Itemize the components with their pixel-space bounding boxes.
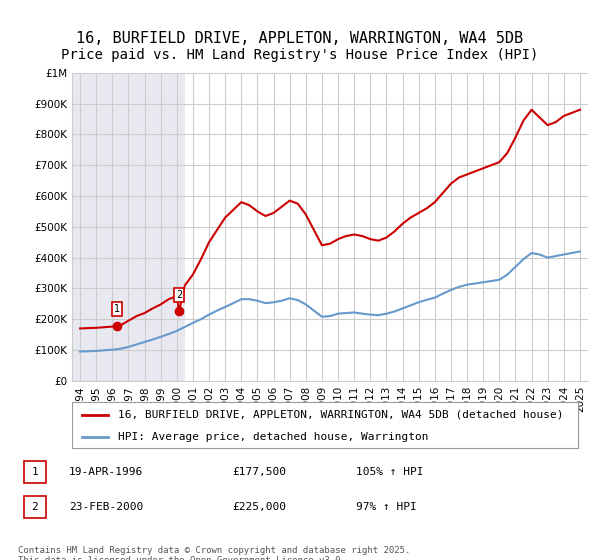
Text: 2: 2 [176, 290, 182, 300]
Text: 2: 2 [32, 502, 38, 512]
Text: 16, BURFIELD DRIVE, APPLETON, WARRINGTON, WA4 5DB (detached house): 16, BURFIELD DRIVE, APPLETON, WARRINGTON… [118, 409, 564, 419]
Text: Price paid vs. HM Land Registry's House Price Index (HPI): Price paid vs. HM Land Registry's House … [61, 48, 539, 62]
Text: 1: 1 [114, 304, 120, 314]
FancyBboxPatch shape [23, 461, 46, 483]
Text: 16, BURFIELD DRIVE, APPLETON, WARRINGTON, WA4 5DB: 16, BURFIELD DRIVE, APPLETON, WARRINGTON… [76, 31, 524, 46]
Text: 1: 1 [32, 466, 38, 477]
Bar [72, 73, 185, 381]
Text: 19-APR-1996: 19-APR-1996 [69, 466, 143, 477]
Text: £225,000: £225,000 [232, 502, 286, 512]
FancyBboxPatch shape [23, 496, 46, 518]
Text: 97% ↑ HPI: 97% ↑ HPI [356, 502, 417, 512]
Text: 105% ↑ HPI: 105% ↑ HPI [356, 466, 424, 477]
Text: £177,500: £177,500 [232, 466, 286, 477]
Text: 23-FEB-2000: 23-FEB-2000 [69, 502, 143, 512]
Text: HPI: Average price, detached house, Warrington: HPI: Average price, detached house, Warr… [118, 432, 429, 442]
Text: Contains HM Land Registry data © Crown copyright and database right 2025.
This d: Contains HM Land Registry data © Crown c… [18, 546, 410, 560]
FancyBboxPatch shape [72, 402, 578, 448]
